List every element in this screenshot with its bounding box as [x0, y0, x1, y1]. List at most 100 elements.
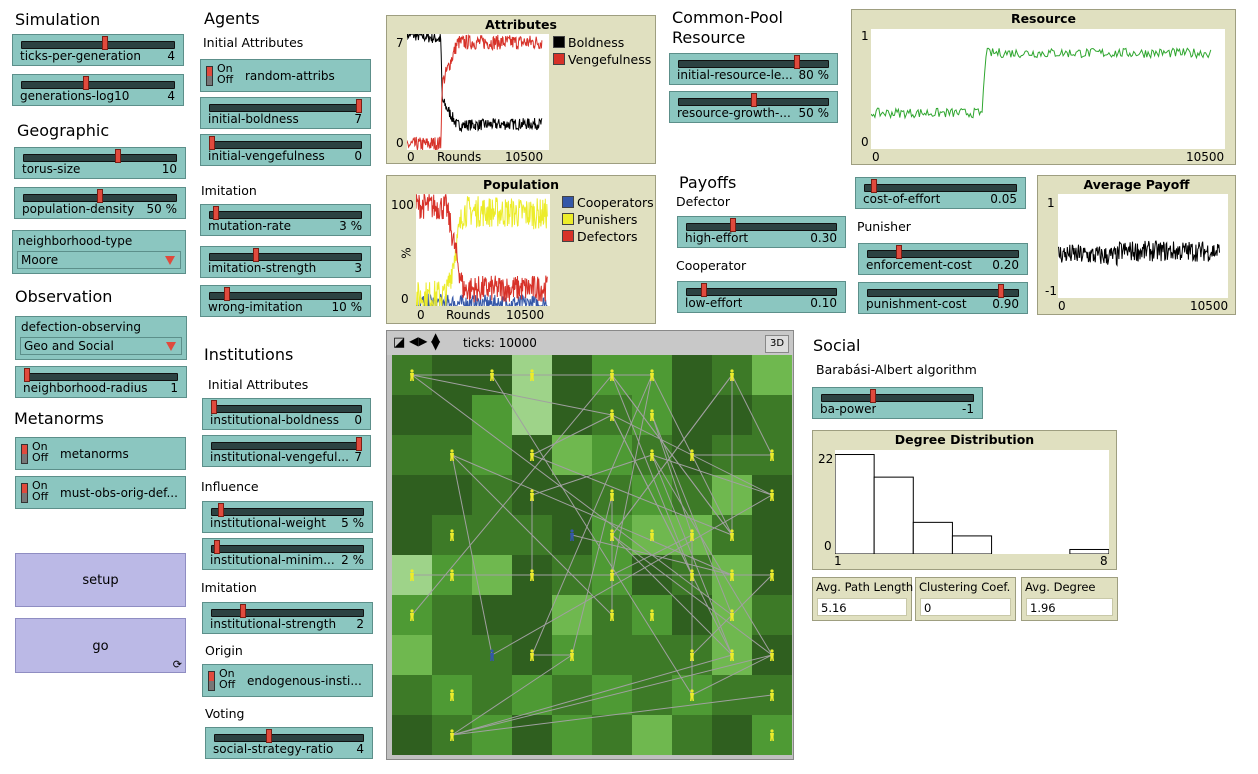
setup-button[interactable]: setup: [15, 553, 186, 607]
slider-track[interactable]: [686, 288, 837, 296]
slider-low-effort[interactable]: low-effort 0.10: [677, 281, 846, 313]
world-horizontal-arrows-icon[interactable]: ◀▶: [409, 334, 428, 348]
slider-track[interactable]: [211, 442, 362, 450]
network-link: [531, 414, 613, 456]
slider-knob[interactable]: [24, 368, 30, 382]
legend-swatch: [553, 53, 565, 65]
slider-knob[interactable]: [97, 189, 103, 203]
slider-institutional-boldness[interactable]: institutional-boldness 0: [202, 398, 371, 430]
y-axis-label: %: [399, 247, 414, 259]
toggle-switch-icon[interactable]: [21, 483, 28, 503]
chooser-neighborhood-type[interactable]: neighborhood-type Moore: [12, 230, 186, 274]
slider-knob[interactable]: [896, 245, 903, 259]
slider-track[interactable]: [678, 60, 829, 68]
slider-initial-boldness[interactable]: initial-boldness 7: [200, 97, 371, 129]
x-tick-max: 10500: [1190, 299, 1229, 313]
slider-high-effort[interactable]: high-effort 0.30: [677, 216, 846, 248]
slider-knob[interactable]: [83, 76, 90, 90]
slider-track[interactable]: [209, 141, 362, 149]
slider-track[interactable]: [209, 104, 362, 112]
toggle-switch-icon[interactable]: [208, 671, 215, 691]
slider-ba-power[interactable]: ba-power -1: [812, 387, 983, 419]
slider-knob[interactable]: [253, 248, 260, 262]
slider-knob[interactable]: [218, 503, 225, 517]
slider-track[interactable]: [23, 154, 177, 162]
slider-mutation-rate[interactable]: mutation-rate 3 %: [200, 204, 371, 236]
slider-neighborhood-radius[interactable]: neighborhood-radius 1: [15, 366, 187, 398]
dropdown-arrow-icon[interactable]: [165, 256, 175, 265]
slider-knob[interactable]: [211, 400, 217, 414]
slider-initial-resource-level[interactable]: initial-resource-le... 80 %: [669, 53, 838, 85]
slider-track[interactable]: [24, 373, 178, 381]
go-button[interactable]: go ⟳: [15, 618, 186, 673]
switch-metanorms[interactable]: On Off metanorms: [15, 437, 186, 470]
agent-person-icon: [570, 649, 574, 661]
slider-knob[interactable]: [114, 149, 121, 163]
3d-view-button[interactable]: 3D: [765, 335, 789, 353]
slider-track[interactable]: [214, 734, 364, 742]
slider-torus-size[interactable]: torus-size 10: [14, 147, 186, 179]
slider-institutional-strength[interactable]: institutional-strength 2: [202, 602, 373, 634]
slider-social-strategy-ratio[interactable]: social-strategy-ratio 4: [205, 727, 373, 759]
slider-track[interactable]: [867, 289, 1019, 297]
toggle-switch-icon[interactable]: [206, 66, 213, 86]
slider-institutional-weight[interactable]: institutional-weight 5 %: [202, 501, 373, 533]
slider-generations-log10[interactable]: generations-log10 4: [12, 74, 184, 106]
slider-track[interactable]: [211, 609, 364, 617]
slider-track[interactable]: [211, 545, 364, 553]
slider-wrong-imitation[interactable]: wrong-imitation 10 %: [200, 285, 371, 317]
slider-knob[interactable]: [794, 55, 800, 69]
slider-track[interactable]: [864, 184, 1017, 192]
toggle-switch-icon[interactable]: [21, 444, 28, 464]
world-view[interactable]: ◪ ◀▶ ▲ ▼ ticks: 10000 3D: [386, 330, 794, 760]
slider-track[interactable]: [209, 211, 362, 219]
slider-cost-of-effort[interactable]: cost-of-effort 0.05: [855, 177, 1026, 209]
series-line-1: [415, 196, 548, 307]
world-canvas[interactable]: [392, 355, 792, 756]
slider-track[interactable]: [209, 292, 362, 300]
slider-knob[interactable]: [356, 437, 362, 451]
slider-imitation-strength[interactable]: imitation-strength 3: [200, 246, 371, 278]
section-common-pool-resource: Common-Pool Resource: [672, 8, 783, 47]
switch-random-attribs[interactable]: On Off random-attribs: [200, 59, 371, 92]
slider-knob[interactable]: [265, 729, 272, 743]
slider-track[interactable]: [867, 250, 1019, 258]
slider-institutional-minimum[interactable]: institutional-minim... 2 %: [202, 538, 373, 570]
switch-must-obs-orig-def[interactable]: On Off must-obs-orig-def...: [15, 476, 186, 509]
slider-population-density[interactable]: population-density 50 %: [14, 187, 186, 219]
slider-knob[interactable]: [869, 389, 876, 403]
slider-knob[interactable]: [209, 136, 215, 150]
slider-knob[interactable]: [102, 36, 109, 50]
slider-track[interactable]: [821, 394, 974, 402]
chooser-defection-observing[interactable]: defection-observing Geo and Social: [15, 316, 187, 360]
slider-resource-growth[interactable]: resource-growth-... 50 %: [669, 91, 838, 123]
slider-punishment-cost[interactable]: punishment-cost 0.90: [858, 282, 1028, 314]
slider-ticks-per-generation[interactable]: ticks-per-generation 4: [12, 34, 184, 66]
slider-knob[interactable]: [750, 93, 757, 107]
slider-knob[interactable]: [356, 99, 362, 113]
slider-knob[interactable]: [213, 540, 220, 554]
chooser-select[interactable]: Moore: [17, 251, 181, 269]
switch-endogenous-institutions[interactable]: On Off endogenous-insti...: [202, 664, 373, 697]
slider-track[interactable]: [209, 253, 362, 261]
slider-track[interactable]: [686, 223, 837, 231]
slider-institutional-vengefulness[interactable]: institutional-vengeful... 7: [202, 435, 371, 467]
slider-track[interactable]: [211, 405, 362, 413]
slider-track[interactable]: [21, 81, 175, 89]
slider-knob[interactable]: [998, 284, 1005, 298]
slider-knob[interactable]: [700, 283, 707, 297]
world-vertical-arrows-icon[interactable]: ▲ ▼: [431, 330, 441, 352]
dropdown-arrow-icon[interactable]: [166, 342, 176, 351]
slider-knob[interactable]: [240, 604, 247, 618]
slider-initial-vengefulness[interactable]: initial-vengefulness 0: [200, 134, 371, 166]
slider-knob[interactable]: [223, 287, 230, 301]
agent-person-icon: [610, 529, 614, 541]
slider-track[interactable]: [21, 41, 175, 49]
slider-enforcement-cost[interactable]: enforcement-cost 0.20: [858, 243, 1028, 275]
slider-track[interactable]: [211, 508, 364, 516]
slider-knob[interactable]: [213, 206, 220, 220]
slider-knob[interactable]: [729, 218, 736, 232]
chooser-select[interactable]: Geo and Social: [20, 337, 182, 355]
slider-knob[interactable]: [871, 179, 878, 193]
world-resize-icon[interactable]: ◪: [393, 335, 406, 350]
